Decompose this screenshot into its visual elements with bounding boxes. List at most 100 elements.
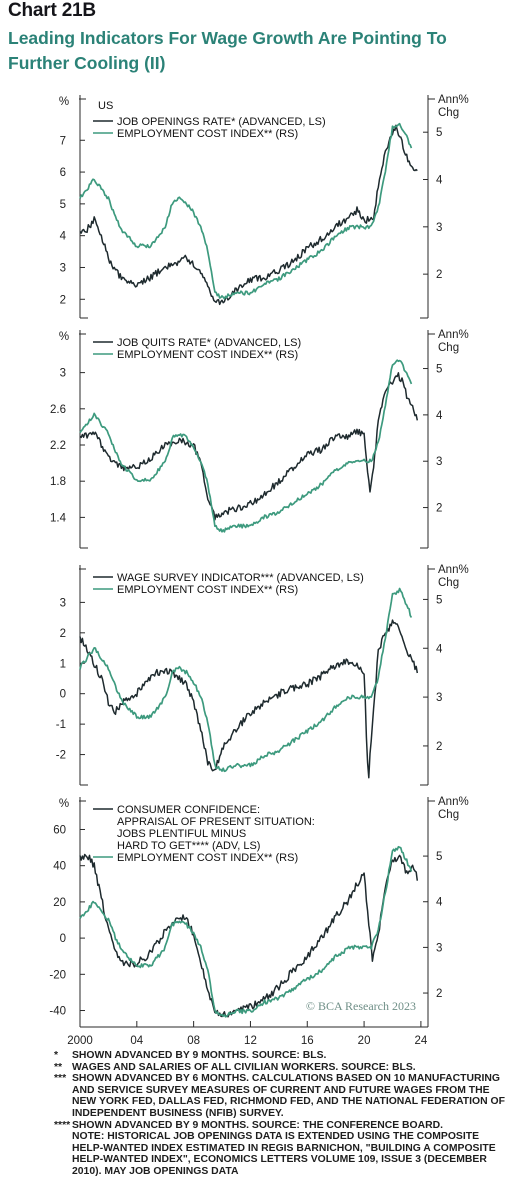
x-tick-label: 24	[414, 1035, 427, 1047]
chart-panel-4: % Ann%Chg -40 -20 0 20 40 60 2 3 4 5 CONSUMER CONFID…	[49, 796, 469, 1028]
left-axis-unit: %	[59, 96, 69, 108]
footnote: ** WAGES AND SALARIES OF ALL CIVILIAN WOR…	[54, 1061, 512, 1074]
footnote-text: NOTE: HISTORICAL JOB OPENINGS DATA IS EX…	[72, 1131, 496, 1177]
footnote: *** SHOWN ADVANCED BY 6 MONTHS. CALCULATI…	[54, 1073, 512, 1119]
legend-entry: JOB OPENINGS RATE* (ADVANCED, LS)	[117, 116, 326, 128]
left-tick-label: 40	[53, 861, 66, 873]
legend: WAGE SURVEY INDICATOR*** (ADVANCED, LS)E…	[93, 572, 364, 596]
right-axis-unit: Ann%	[438, 796, 469, 808]
series-line-left	[79, 124, 418, 306]
legend-entry: EMPLOYMENT COST INDEX** (RS)	[117, 852, 298, 864]
footnote-text: SHOWN ADVANCED BY 6 MONTHS. CALCULATIONS…	[72, 1073, 505, 1119]
left-tick-label: 0	[60, 933, 66, 945]
x-tick-label: 08	[187, 1035, 200, 1047]
legend-entry-line: CONSUMER CONFIDENCE:	[117, 804, 260, 816]
left-tick-label: 5	[60, 199, 66, 211]
right-tick-label: 3	[436, 456, 442, 468]
left-tick-label: 7	[60, 135, 66, 147]
left-tick-label: 3	[60, 262, 66, 274]
footnote-text: SHOWN ADVANCED BY 9 MONTHS. SOURCE: THE …	[72, 1119, 444, 1131]
left-tick-label: 2.6	[50, 404, 66, 416]
x-tick-label: 20	[358, 1035, 371, 1047]
legend: JOB QUITS RATE* (ADVANCED, LS)EMPLOYMENT…	[93, 337, 301, 361]
right-tick-label: 5	[436, 851, 442, 863]
footnote-text: SHOWN ADVANCED BY 9 MONTHS. SOURCE: BLS.	[72, 1050, 327, 1061]
series-line-left	[79, 853, 419, 1018]
legend-entry: EMPLOYMENT COST INDEX** (RS)	[117, 349, 298, 361]
right-axis-unit-line2: Chg	[438, 342, 459, 354]
chart-title: Leading Indicators For Wage Growth Are P…	[8, 28, 447, 73]
left-tick-label: 4	[60, 231, 67, 243]
x-tick-label: 04	[130, 1035, 143, 1047]
right-tick-label: 4	[436, 175, 443, 187]
chart-panel-1: % Ann%Chg 2 3 4 5 6 7 2 3 4 5 US JOB OPENINGS RATE* (…	[59, 94, 469, 319]
footnote-text: WAGES AND SALARIES OF ALL CIVILIAN WORKE…	[72, 1061, 416, 1073]
legend-entry: EMPLOYMENT COST INDEX** (RS)	[117, 128, 298, 140]
right-tick-label: 5	[436, 364, 442, 376]
legend: CONSUMER CONFIDENCE: APPRAISAL OF PRESEN…	[93, 804, 315, 864]
legend-entry-line: JOBS PLENTIFUL MINUS	[117, 828, 246, 840]
left-tick-label: 0	[60, 689, 66, 701]
legend-entry-line: HARD TO GET**** (ADV, LS)	[117, 840, 260, 852]
legend-entry: EMPLOYMENT COST INDEX** (RS)	[117, 584, 298, 596]
left-tick-label: 2	[60, 294, 66, 306]
panel-label: US	[98, 100, 113, 112]
left-tick-label: -2	[56, 750, 66, 762]
legend-entry: JOB QUITS RATE* (ADVANCED, LS)	[117, 337, 301, 349]
left-tick-label: 2.2	[50, 440, 66, 452]
left-tick-label: -40	[49, 1006, 66, 1018]
right-tick-label: 3	[436, 942, 442, 954]
footnote-mark	[54, 1131, 72, 1177]
right-tick-label: 4	[436, 410, 443, 422]
left-axis-unit: %	[59, 331, 69, 343]
right-tick-label: 4	[436, 643, 443, 655]
right-tick-label: 5	[436, 127, 442, 139]
x-tick-label: 12	[244, 1035, 257, 1047]
right-axis-unit-line2: Chg	[438, 577, 459, 589]
left-tick-label: -1	[56, 719, 66, 731]
right-tick-label: 2	[436, 988, 442, 1000]
left-tick-label: 6	[60, 167, 66, 179]
x-tick-label: 2000	[67, 1035, 93, 1047]
footnote-mark: ***	[54, 1073, 67, 1085]
left-tick-label: 1.4	[50, 512, 67, 524]
chart-label: Chart 21B	[8, 0, 96, 21]
series-line-right	[79, 587, 413, 773]
left-tick-label: 2	[60, 628, 66, 640]
right-tick-label: 3	[436, 692, 442, 704]
series-line-left	[79, 619, 419, 779]
right-axis-unit-line2: Chg	[438, 809, 459, 821]
right-axis-unit: Ann%	[438, 329, 469, 341]
left-tick-label: 20	[53, 897, 66, 909]
watermark: © BCA Research 2023	[306, 999, 416, 1013]
left-tick-label: 3	[60, 597, 66, 609]
series-line-right	[79, 845, 413, 1018]
right-axis-unit: Ann%	[438, 94, 469, 106]
footnote-mark: ****	[54, 1119, 71, 1131]
chart-panel-2: % Ann%Chg 1.4 1.8 2.2 2.6 3 2 3 4 5 JOB QUITS RATE*…	[50, 329, 469, 549]
chart-panel-3: Ann%Chg -2 -1 0 1 2 3 2 3 4 5 WAGE SURVEY INDICATOR…	[56, 564, 469, 786]
left-tick-label: 1.8	[50, 476, 66, 488]
left-tick-label: 1	[60, 658, 66, 670]
legend-entry-line: APPRAISAL OF PRESENT SITUATION:	[117, 816, 315, 828]
right-axis-unit: Ann%	[438, 564, 469, 576]
left-tick-label: -20	[49, 969, 66, 981]
left-tick-label: 60	[53, 824, 66, 836]
right-tick-label: 3	[436, 222, 442, 234]
left-axis-unit: %	[59, 798, 69, 810]
series-line-left	[79, 372, 419, 521]
legend: US JOB OPENINGS RATE* (ADVANCED, LS)EMPLO…	[93, 100, 326, 140]
right-tick-label: 2	[436, 269, 442, 281]
footnote: * SHOWN ADVANCED BY 9 MONTHS. SOURCE: BLS…	[54, 1050, 512, 1062]
left-tick-label: 3	[60, 368, 66, 380]
series-line-right	[79, 122, 413, 300]
right-tick-label: 4	[436, 897, 443, 909]
x-tick-label: 16	[301, 1035, 314, 1047]
legend-entry: WAGE SURVEY INDICATOR*** (ADVANCED, LS)	[117, 572, 364, 584]
right-tick-label: 2	[436, 503, 442, 515]
footnote: NOTE: HISTORICAL JOB OPENINGS DATA IS EX…	[72, 1131, 512, 1177]
right-tick-label: 5	[436, 594, 442, 606]
series-line-right	[79, 359, 413, 533]
right-tick-label: 2	[436, 741, 442, 753]
